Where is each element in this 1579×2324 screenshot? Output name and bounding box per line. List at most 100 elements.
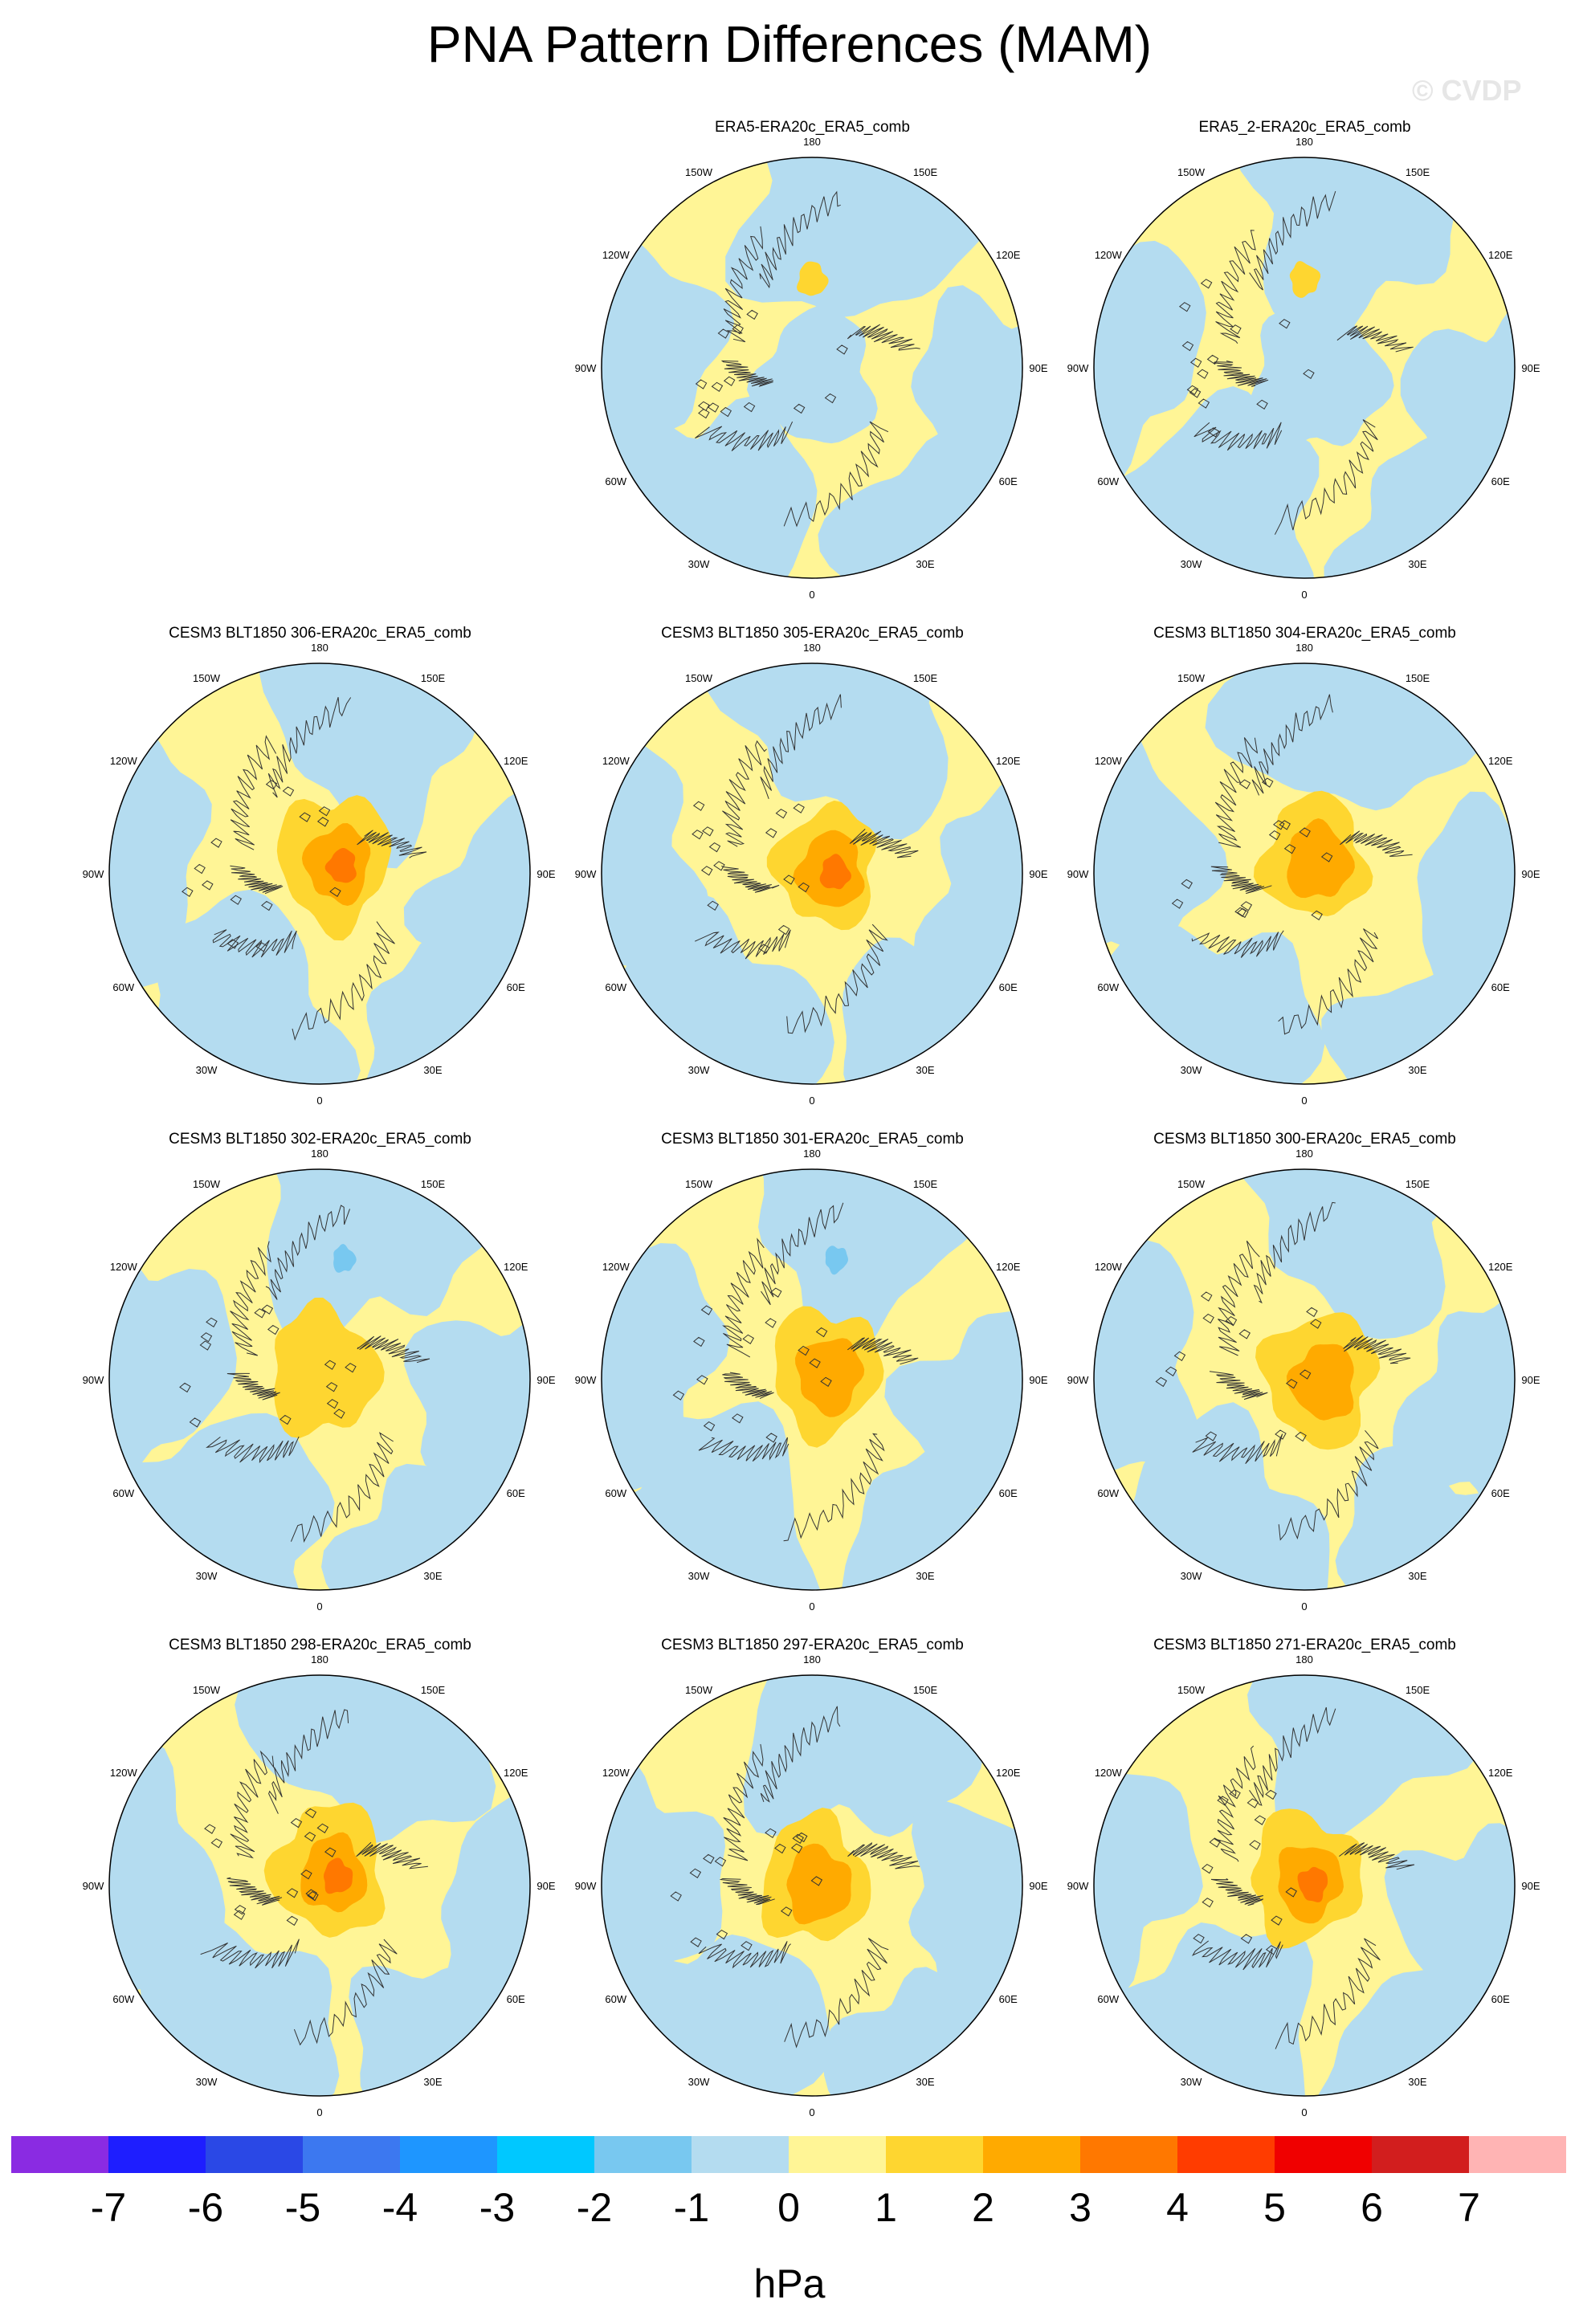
map-border	[108, 1674, 531, 2097]
longitude-label: 60E	[507, 1993, 525, 2005]
polar-map: 180 150E 120E 90E 60E 30E 0 30W 60W 90W 120W 150W	[83, 642, 556, 1107]
longitude-label: 30W	[1181, 558, 1202, 570]
figure-title: PNA Pattern Differences (MAM)	[426, 15, 1153, 73]
longitude-label: 30W	[688, 2076, 710, 2088]
map-panel: ERA5_2-ERA20c_ERA5_comb 180 150E 120E 90E 60E…	[1059, 119, 1551, 625]
positive-anomaly-level-4	[324, 1857, 353, 1894]
longitude-label: 90E	[537, 1880, 555, 1892]
longitude-label: 0	[316, 1600, 322, 1613]
longitude-label: 150W	[193, 672, 221, 684]
longitude-label: 180	[311, 642, 328, 654]
colorbar-tick-label: 4	[1166, 2185, 1189, 2230]
panel-title: CESM3 BLT1850 297-ERA20c_ERA5_comb	[661, 1637, 964, 1653]
colorbar-swatch	[789, 2136, 887, 2173]
map-panel: CESM3 BLT1850 301-ERA20c_ERA5_comb 180 150…	[566, 1131, 1059, 1637]
negative-anomaly-region	[109, 724, 212, 988]
coastlines	[182, 697, 427, 1042]
map-panel: CESM3 BLT1850 271-ERA20c_ERA5_comb 180 150…	[1059, 1637, 1551, 2143]
coastlines	[672, 1202, 919, 1542]
map-border	[108, 663, 531, 1085]
longitude-label: 180	[803, 136, 821, 148]
longitude-label: 150E	[1406, 1684, 1430, 1696]
longitude-label: 0	[1301, 1095, 1307, 1107]
negative-anomaly-region	[109, 1413, 335, 1590]
panel-title: ERA5_2-ERA20c_ERA5_comb	[1198, 119, 1411, 136]
negative-anomaly-region	[754, 1169, 989, 1368]
longitude-label: 90E	[537, 868, 555, 880]
longitude-label: 30E	[423, 2076, 442, 2088]
map-panel: CESM3 BLT1850 304-ERA20c_ERA5_comb 180 150…	[1059, 625, 1551, 1131]
negative-anomaly-region	[1094, 1922, 1313, 2096]
negative-anomaly-region	[1094, 1239, 1198, 1473]
longitude-label: 120E	[1488, 1767, 1513, 1779]
longitude-label: 30E	[423, 1064, 442, 1076]
map-border	[1093, 1674, 1516, 2097]
map-border	[601, 663, 1023, 1085]
longitude-label: 150W	[685, 1684, 713, 1696]
longitude-label: 180	[1295, 1148, 1313, 1160]
longitude-label: 150W	[685, 166, 713, 178]
colorbar-tick-label: 1	[875, 2185, 897, 2230]
longitude-label: 180	[1295, 136, 1313, 148]
coastlines	[179, 1205, 430, 1543]
longitude-label: 60E	[507, 1487, 525, 1499]
longitude-label: 120E	[1488, 249, 1513, 261]
polar-map: 180 150E 120E 90E 60E 30E 0 30W 60W 90W 120W 150W	[83, 1148, 556, 1613]
longitude-label: 0	[1301, 2106, 1307, 2118]
longitude-label: 60W	[112, 1993, 134, 2005]
longitude-label: 90W	[83, 868, 104, 880]
longitude-label: 0	[809, 2106, 814, 2118]
longitude-label: 150E	[421, 1684, 446, 1696]
colorbar-tick-label: 5	[1263, 2185, 1286, 2230]
colorbar-swatch	[400, 2136, 498, 2173]
longitude-label: 90E	[1029, 362, 1047, 374]
map-panel: CESM3 BLT1850 298-ERA20c_ERA5_comb 180 150…	[74, 1637, 566, 2143]
panel-title: CESM3 BLT1850 302-ERA20c_ERA5_comb	[169, 1131, 471, 1148]
longitude-label: 0	[1301, 1600, 1307, 1613]
longitude-label: 0	[316, 2106, 322, 2118]
negative-anomaly-region	[1094, 228, 1206, 491]
longitude-label: 30W	[196, 1064, 218, 1076]
negative-anomaly-region	[1250, 283, 1394, 447]
map-panel: CESM3 BLT1850 297-ERA20c_ERA5_comb 180 150…	[566, 1637, 1059, 2143]
negative-anomaly-region	[109, 1229, 237, 1500]
longitude-label: 150W	[1177, 166, 1206, 178]
longitude-label: 30E	[916, 558, 934, 570]
polar-map: 180 150E 120E 90E 60E 30E 0 30W 60W 90W 120W 150W	[1067, 1653, 1540, 2118]
negative-anomaly-region	[235, 1675, 496, 1843]
negative-anomaly-region	[1384, 1823, 1515, 2051]
longitude-label: 150W	[193, 1684, 221, 1696]
colorbar-swatch	[1080, 2136, 1178, 2173]
longitude-label: 90E	[1029, 868, 1047, 880]
map-border	[601, 1168, 1023, 1591]
positive-anomaly-level-3	[786, 1843, 852, 1925]
longitude-label: 30W	[1181, 1064, 1202, 1076]
longitude-label: 60E	[1491, 475, 1510, 487]
polar-map: 180 150E 120E 90E 60E 30E 0 30W 60W 90W 120W 150W	[1067, 642, 1540, 1107]
longitude-label: 30E	[916, 1570, 934, 1582]
coastlines	[695, 190, 920, 528]
colorbar-unit: hPa	[753, 2261, 826, 2306]
longitude-label: 30W	[1181, 2076, 1202, 2088]
map-border	[108, 1168, 531, 1591]
longitude-label: 60E	[1491, 1993, 1510, 2005]
negative-anomaly-region	[602, 396, 818, 578]
panel-title: CESM3 BLT1850 298-ERA20c_ERA5_comb	[169, 1637, 471, 1653]
negative-anomaly-region	[1094, 1759, 1203, 2001]
polar-map: 180 150E 120E 90E 60E 30E 0 30W 60W 90W 120W 150W	[575, 642, 1048, 1107]
panel-title: CESM3 BLT1850 304-ERA20c_ERA5_comb	[1153, 625, 1456, 642]
longitude-label: 120W	[110, 755, 138, 767]
longitude-label: 90E	[1029, 1374, 1047, 1386]
longitude-label: 60E	[999, 1487, 1018, 1499]
longitude-label: 120W	[1095, 249, 1123, 261]
panel-title: CESM3 BLT1850 305-ERA20c_ERA5_comb	[661, 625, 964, 642]
longitude-label: 150E	[1406, 166, 1430, 178]
longitude-label: 120W	[602, 1261, 630, 1273]
longitude-label: 120E	[996, 249, 1021, 261]
longitude-label: 30W	[1181, 1570, 1202, 1582]
longitude-label: 150W	[1177, 1684, 1206, 1696]
colorbar-swatch	[1372, 2136, 1470, 2173]
map-panel: CESM3 BLT1850 306-ERA20c_ERA5_comb 180 150…	[74, 625, 566, 1131]
colorbar-tick-label: -7	[90, 2185, 127, 2230]
